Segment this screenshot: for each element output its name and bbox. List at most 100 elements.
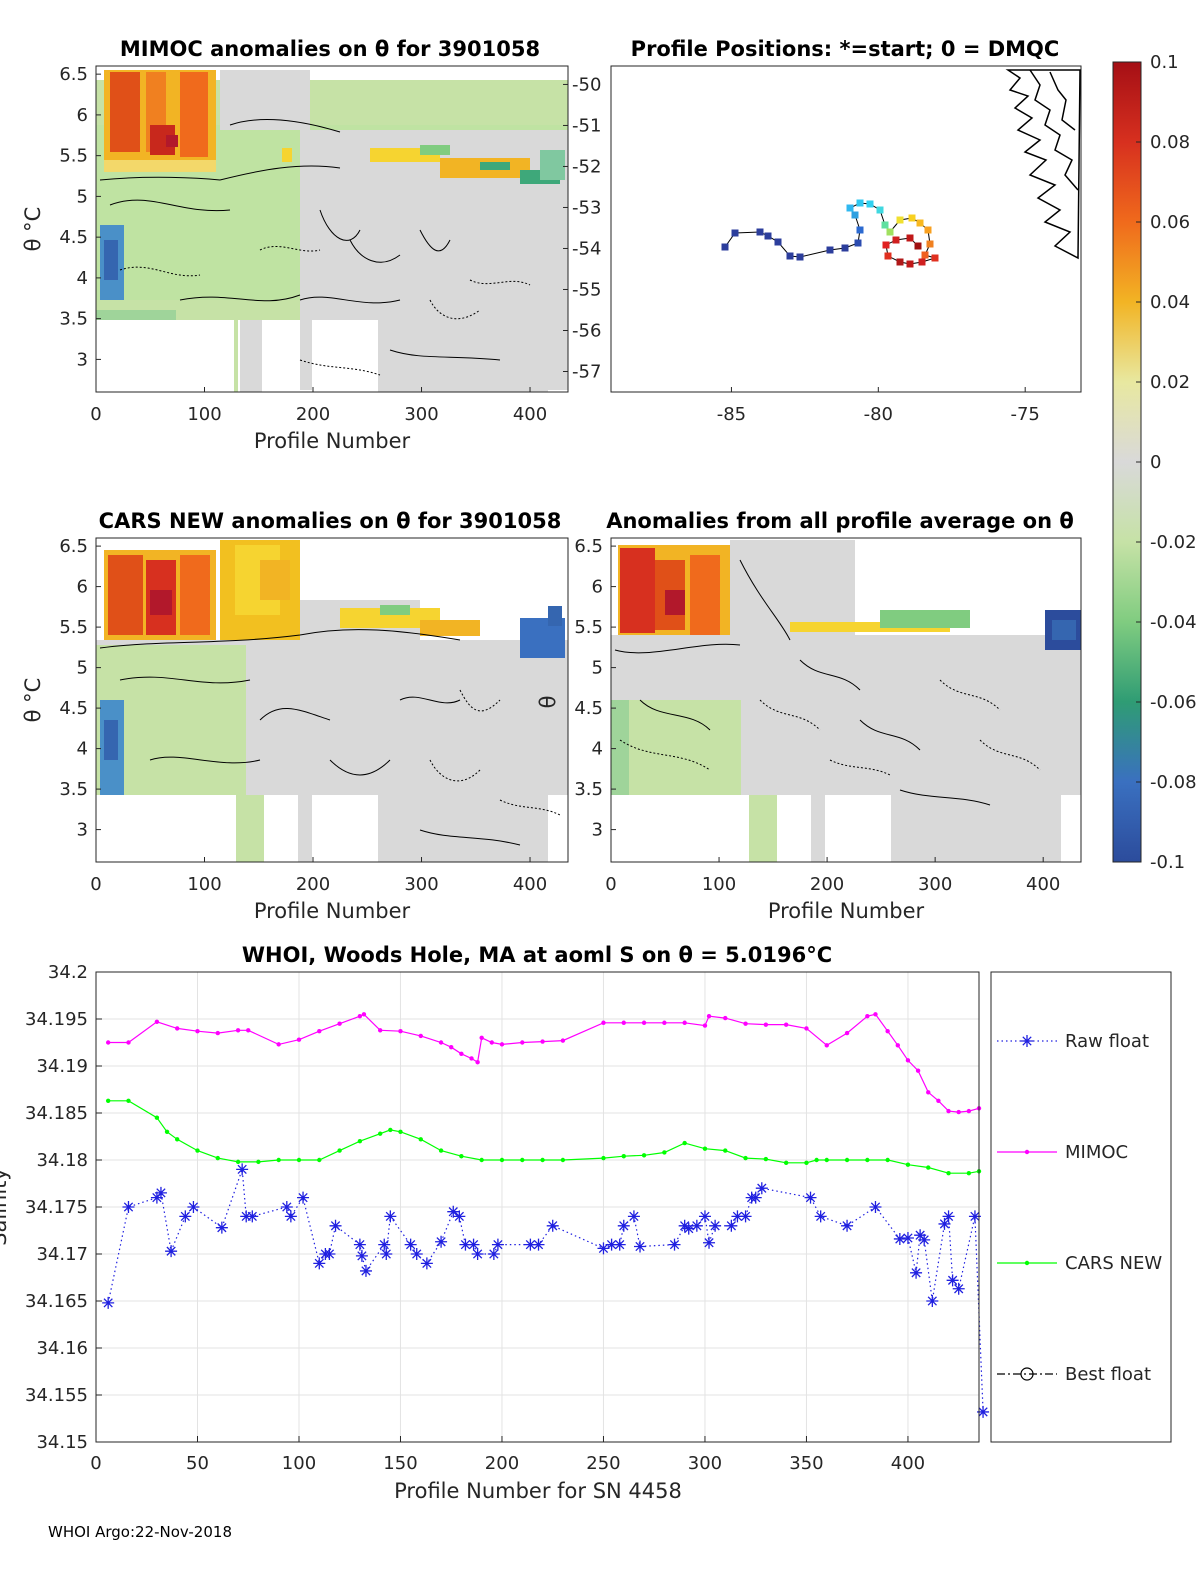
track-point	[896, 258, 904, 266]
cars-ytick: 4.5	[59, 698, 88, 719]
series-point	[337, 1148, 342, 1153]
raw-float-point	[739, 1210, 752, 1223]
series-point	[520, 1040, 525, 1045]
track-point	[774, 238, 782, 246]
track-point	[764, 232, 772, 240]
chart-ytick: 34.16	[36, 1338, 88, 1359]
series-point	[317, 1157, 322, 1163]
cars-ytick: 3	[77, 820, 88, 841]
raw-float-point	[634, 1240, 647, 1253]
cars-ytick: 4	[77, 739, 88, 760]
cars-ytick: 5	[77, 658, 88, 679]
colorbar-tick: 0.02	[1150, 372, 1190, 393]
raw-float-point	[453, 1210, 466, 1223]
series-point	[499, 1157, 505, 1163]
positions-panel: Profile Positions: *=start; 0 = DMQC -85…	[563, 37, 1082, 425]
series-point	[520, 1157, 525, 1163]
raw-float-point	[378, 1238, 391, 1251]
series-point	[905, 1058, 911, 1063]
series-point	[105, 1098, 111, 1103]
raw-float-point	[841, 1219, 854, 1232]
series-point	[357, 1139, 363, 1144]
chart-series	[102, 1012, 990, 1418]
mimoc-ylabel: θ °C	[21, 207, 45, 252]
raw-float-point	[353, 1238, 366, 1251]
series-point	[154, 1115, 160, 1120]
series-point	[377, 1028, 383, 1033]
series-point	[164, 1129, 170, 1135]
allavg-ytick: 3	[592, 820, 603, 841]
track-point	[908, 214, 916, 222]
track-point	[918, 258, 926, 266]
series-point	[895, 1043, 901, 1048]
mimoc-xtick: 300	[404, 404, 438, 425]
raw-float-point	[942, 1210, 955, 1223]
raw-float-point	[731, 1210, 744, 1223]
raw-float-point	[926, 1295, 939, 1307]
track-point	[851, 211, 859, 219]
raw-float-point	[297, 1191, 310, 1204]
positions-ytick: -54	[572, 238, 601, 259]
allavg-xtick: 100	[702, 874, 736, 895]
series-mimoc	[105, 1012, 982, 1115]
allavg-xlabel: Profile Number	[768, 899, 925, 923]
track-point	[856, 199, 864, 207]
raw-float-point	[150, 1191, 163, 1204]
series-point	[296, 1037, 302, 1042]
raw-float-point	[435, 1235, 448, 1248]
series-point	[438, 1040, 444, 1045]
chart-xtick: 50	[186, 1453, 209, 1474]
track-point	[881, 221, 889, 229]
track-point	[826, 246, 834, 254]
allavg-heatmap	[611, 540, 1081, 862]
cars-ytick: 5.5	[59, 617, 88, 638]
raw-float-point	[893, 1232, 906, 1245]
series-point	[706, 1013, 712, 1019]
series-point	[296, 1157, 302, 1163]
mimoc-xtick: 100	[187, 404, 221, 425]
mimoc-xlabel: Profile Number	[254, 429, 411, 453]
series-point	[469, 1056, 474, 1061]
allavg-xtick: 300	[918, 874, 952, 895]
raw-float-point	[280, 1201, 293, 1213]
chart-ytick: 34.175	[25, 1197, 88, 1218]
chart-ylabel: Salinity	[0, 1168, 11, 1246]
series-point	[844, 1157, 850, 1163]
track-point	[756, 228, 764, 236]
cars-xtick: 200	[296, 874, 330, 895]
series-point	[621, 1154, 626, 1159]
chart-ticks: 0 50 100 150 200 250 300 350 400 34.15 34.155 34.16…	[25, 962, 925, 1474]
track-point	[786, 252, 794, 260]
positions-title: Profile Positions: *=start; 0 = DMQC	[631, 37, 1060, 61]
series-point	[195, 1029, 200, 1034]
mimoc-ytick: 5	[77, 186, 88, 207]
series-point	[215, 1030, 220, 1036]
series-point	[154, 1019, 160, 1025]
cars-ylabel: θ °C	[21, 678, 45, 723]
series-point	[865, 1013, 870, 1019]
series-point	[560, 1038, 566, 1043]
series-point	[438, 1148, 444, 1153]
chart-ytick: 34.185	[25, 1103, 88, 1124]
mimoc-panel: MIMOC anomalies on θ for 3901058	[21, 37, 569, 453]
cars-xtick: 400	[513, 874, 547, 895]
raw-float-point	[698, 1210, 711, 1223]
series-point	[540, 1039, 545, 1044]
series-point	[126, 1098, 131, 1103]
series-point	[235, 1028, 241, 1033]
raw-float-point	[709, 1219, 722, 1232]
positions-ytick: -56	[572, 320, 601, 341]
raw-float-point	[682, 1222, 695, 1235]
legend-item: MIMOC	[997, 1142, 1128, 1163]
raw-float-point	[459, 1238, 472, 1251]
track-point	[914, 242, 922, 250]
positions-ytick: -53	[572, 197, 601, 218]
cars-xtick: 100	[187, 874, 221, 895]
series-point	[844, 1030, 850, 1036]
raw-float-point	[814, 1210, 827, 1223]
series-point	[641, 1153, 647, 1158]
raw-float-point	[215, 1221, 228, 1234]
track-point	[846, 204, 854, 212]
series-point	[601, 1020, 606, 1025]
